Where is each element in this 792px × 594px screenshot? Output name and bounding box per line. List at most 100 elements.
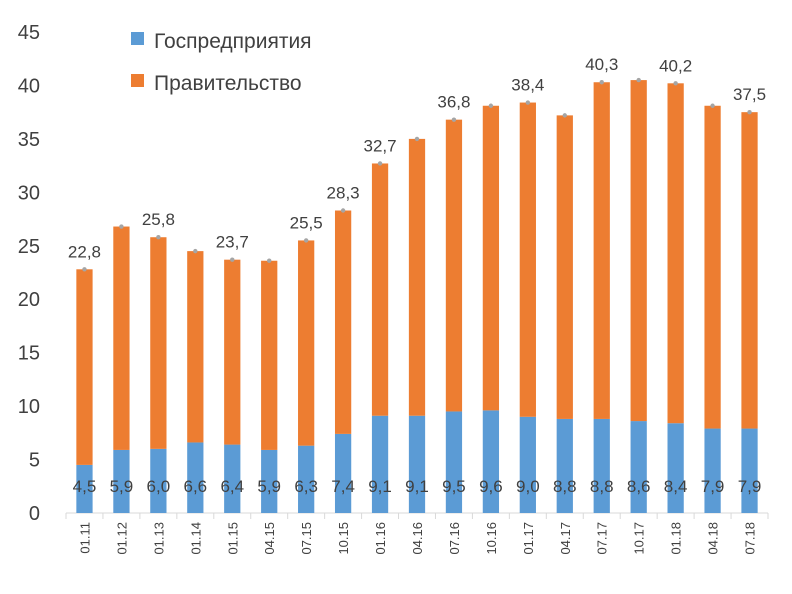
y-tick-label: 20 [18, 289, 40, 311]
bar-segment-pravitelstvo [630, 80, 647, 422]
data-label-total: 36,8 [437, 93, 470, 112]
y-tick-label: 25 [18, 236, 40, 258]
bar-segment-pravitelstvo [150, 237, 167, 449]
bar-segment-pravitelstvo [187, 251, 204, 443]
bar-segment-pravitelstvo [224, 259, 241, 445]
data-labels-layer: 4,5 22,8 5,9 6,0 25,8 6,6 6,4 23,7 5,9 6,3 25,5 7,4… [68, 55, 766, 496]
total-marker [451, 117, 457, 122]
y-tick-label: 10 [18, 396, 40, 418]
total-marker [562, 113, 567, 118]
data-label-gospredpriyatiya: 6,6 [183, 477, 207, 496]
data-label-gospredpriyatiya: 6,0 [147, 477, 171, 496]
data-label-gospredpriyatiya: 4,5 [73, 477, 97, 496]
bar-segment-pravitelstvo [76, 269, 93, 465]
bar-segment-pravitelstvo [298, 240, 315, 446]
total-marker [710, 103, 715, 108]
bar-segment-gospredpriyatiya [76, 464, 93, 513]
total-marker [156, 235, 161, 240]
y-tick-label: 30 [18, 182, 40, 204]
total-marker [230, 257, 235, 262]
data-label-gospredpriyatiya: 9,6 [479, 477, 503, 496]
bar-segment-pravitelstvo [667, 83, 684, 424]
data-label-gospredpriyatiya: 8,6 [627, 477, 651, 496]
x-tick-label: 10.17 [632, 522, 647, 555]
total-marker [636, 77, 641, 83]
x-tick-label: 01.14 [188, 522, 203, 555]
total-marker [488, 103, 494, 108]
total-marker [525, 100, 531, 105]
x-tick-label: 01.15 [225, 522, 240, 555]
x-tick-label: 10.15 [336, 522, 351, 555]
x-tick-label: 10.16 [484, 522, 499, 555]
bar-segment-gospredpriyatiya [482, 410, 500, 513]
data-label-gospredpriyatiya: 9,1 [368, 477, 392, 496]
data-label-total: 37,5 [733, 85, 766, 104]
bar-segment-pravitelstvo [113, 226, 130, 450]
data-label-gospredpriyatiya: 7,9 [738, 477, 762, 496]
y-tick-label: 15 [18, 343, 40, 365]
total-marker [193, 248, 198, 254]
bar-segment-gospredpriyatiya [408, 415, 426, 513]
total-marker [340, 208, 346, 213]
total-marker [119, 224, 124, 229]
bar-segment-gospredpriyatiya [150, 448, 167, 513]
x-tick-label: 01.16 [373, 522, 388, 555]
bar-segment-gospredpriyatiya [556, 418, 573, 513]
x-tick-label: 07.15 [299, 522, 314, 555]
data-label-total: 23,7 [216, 233, 249, 252]
data-label-total: 22,8 [68, 242, 101, 261]
bar-segment-gospredpriyatiya [224, 444, 241, 513]
bar-segment-gospredpriyatiya [371, 415, 389, 513]
total-marker [673, 81, 678, 86]
bar-segment-gospredpriyatiya [704, 428, 721, 513]
legend-swatch-gospredpriyatiya [131, 32, 144, 45]
x-tick-label: 07.16 [447, 522, 462, 555]
data-label-total: 25,5 [290, 213, 323, 232]
data-label-total: 25,8 [142, 210, 175, 229]
bar-segment-gospredpriyatiya [445, 411, 463, 513]
total-marker [414, 136, 420, 142]
x-tick-label: 01.17 [521, 522, 536, 555]
x-tick-label: 04.16 [410, 522, 425, 555]
data-label-gospredpriyatiya: 8,8 [553, 477, 577, 496]
bar-segment-pravitelstvo [371, 163, 389, 416]
data-label-gospredpriyatiya: 8,8 [590, 477, 614, 496]
bar-segment-gospredpriyatiya [741, 428, 758, 513]
data-label-gospredpriyatiya: 9,1 [405, 477, 429, 496]
data-label-gospredpriyatiya: 5,9 [257, 477, 281, 496]
data-label-total: 38,4 [511, 76, 544, 95]
legend-label-pravitelstvo: Правительство [154, 72, 302, 95]
x-tick-label: 01.13 [151, 522, 166, 555]
bar-segment-pravitelstvo [704, 105, 721, 429]
data-label-total: 40,2 [659, 56, 692, 75]
bar-segment-pravitelstvo [408, 138, 426, 416]
total-marker [82, 267, 87, 272]
y-tick-label: 5 [29, 450, 40, 472]
data-label-gospredpriyatiya: 6,4 [220, 477, 244, 496]
bar-segment-gospredpriyatiya [334, 433, 352, 513]
total-marker [377, 161, 383, 166]
y-tick-label: 40 [18, 75, 40, 97]
x-tick-label: 01.11 [77, 522, 92, 554]
bar-segment-gospredpriyatiya [519, 416, 536, 513]
bar-segment-pravitelstvo [261, 260, 278, 450]
bar-segment-gospredpriyatiya [630, 421, 647, 513]
data-label-gospredpriyatiya: 7,4 [331, 477, 355, 496]
x-tick-label: 04.15 [262, 522, 277, 555]
x-tick-label: 07.18 [743, 522, 758, 555]
data-label-total: 32,7 [364, 136, 397, 155]
y-tick-label: 45 [18, 22, 40, 44]
data-label-total: 28,3 [327, 184, 360, 203]
x-tick-label: 01.18 [669, 522, 684, 555]
total-marker [267, 258, 272, 263]
bar-segment-gospredpriyatiya [187, 442, 204, 513]
data-label-gospredpriyatiya: 5,9 [110, 477, 134, 496]
data-label-gospredpriyatiya: 6,3 [294, 477, 318, 496]
x-tick-label: 04.17 [558, 522, 573, 555]
data-label-total: 40,3 [585, 55, 618, 74]
bar-segment-gospredpriyatiya [113, 449, 130, 513]
x-tick-label: 01.12 [114, 522, 129, 555]
total-marker [747, 109, 752, 115]
